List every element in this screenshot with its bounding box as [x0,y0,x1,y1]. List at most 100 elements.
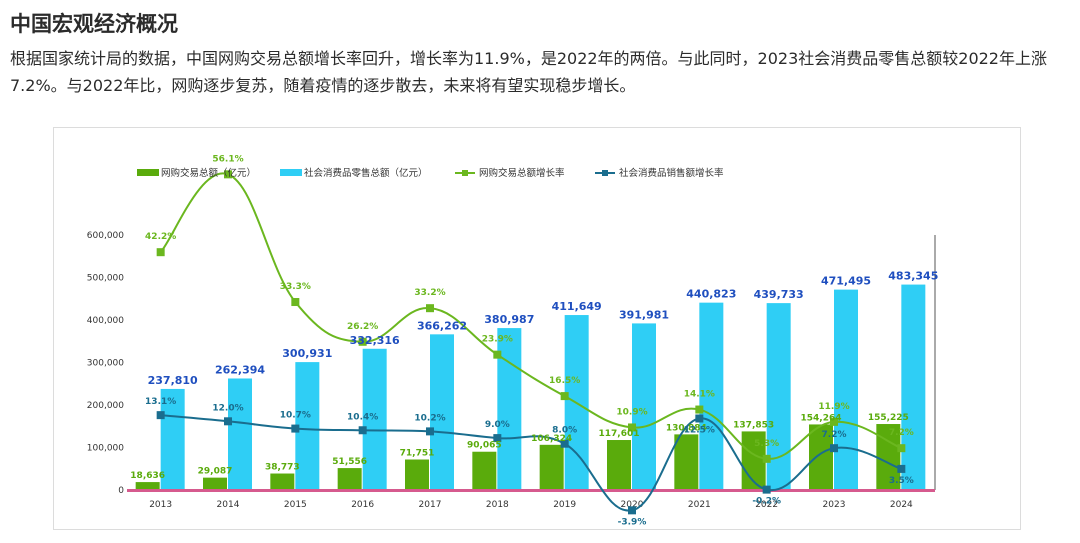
bar-social-retail [632,323,656,490]
data-label-online-growth: 42.2% [145,232,176,242]
marker-social-growth [897,464,906,473]
marker-social-growth [830,444,838,453]
data-label-social-growth: 12.5% [684,426,715,436]
marker-social-growth [695,414,704,423]
legend-label-social-retail: 社会消费品零售总额（亿元） [304,167,428,179]
bar-online-retail [405,459,429,490]
legend-swatch-social-retail [280,169,302,176]
data-label-online-retail: 137,853 [733,420,774,430]
marker-social-growth [493,434,502,443]
data-label-social-retail: 471,495 [821,275,871,288]
data-label-online-retail: 130,884 [666,423,707,433]
marker-social-growth [628,506,636,515]
marker-online-growth [897,444,906,453]
bar-online-retail [270,473,295,490]
data-label-online-retail: 106,324 [531,434,572,444]
marker-online-growth [291,298,300,307]
data-label-online-retail: 38,773 [265,463,300,473]
marker-online-growth [358,337,367,346]
data-label-social-retail: 380,987 [484,313,534,326]
combo-chart: 0 100,000 200,000 300,000 400,000 500,000 600,… [87,154,939,527]
marker-social-growth [224,417,232,426]
bar-online-retail [607,440,631,490]
data-label-online-retail: 51,556 [332,457,367,467]
data-label-social-growth: 9.0% [485,420,510,430]
marker-social-growth [358,426,367,435]
data-label-social-retail: 300,931 [282,347,332,360]
marker-online-growth [628,423,636,432]
data-label-online-retail: 71,751 [400,449,435,459]
bar-social-retail [160,388,185,490]
bar-social-retail [901,284,926,490]
x-tick-label: 2017 [419,500,442,510]
legend-swatch-online-retail [137,169,159,176]
y-tick-label: 400,000 [87,316,124,326]
bar-social-retail [834,289,858,490]
bar-online-retail [674,434,699,490]
data-label-online-growth: 33.3% [280,282,311,292]
marker-online-growth [156,248,165,257]
legend-marker-online-growth [462,170,468,176]
bar-social-retail [699,302,724,490]
bar-social-retail [362,348,387,490]
y-tick-label: 200,000 [87,401,124,411]
marker-social-growth [426,427,434,436]
marker-online-growth [830,417,838,426]
data-label-social-growth: 13.1% [145,397,176,407]
data-label-social-growth: 3.5% [889,476,914,486]
data-label-online-growth: 7.2% [889,428,914,438]
x-tick-label: 2021 [688,500,711,510]
marker-social-growth [156,411,165,420]
data-label-online-retail: 117,601 [599,429,640,439]
x-tick-label: 2019 [553,500,576,510]
marker-online-growth [695,405,704,414]
data-label-online-growth: 5.3% [754,439,779,449]
data-label-online-growth: 11.9% [818,402,849,412]
legend-label-online-growth: 网购交易总额增长率 [479,167,565,179]
legend-label-online-retail: 网购交易总额（亿元） [161,167,256,179]
y-tick-label: 100,000 [87,444,124,454]
marker-social-growth [762,485,771,494]
intro-paragraph: 根据国家统计局的数据，中国网购交易总额增长率回升，增长率为11.9%，是2022… [10,49,1047,95]
x-tick-label: 2018 [486,500,509,510]
data-label-social-growth: 10.2% [414,413,445,423]
y-tick-label: 300,000 [87,359,124,369]
data-label-online-growth: 14.1% [684,390,715,400]
data-label-social-growth: -0.2% [752,497,781,507]
bar-online-retail [203,477,227,490]
chart-frame: 0 100,000 200,000 300,000 400,000 500,000 600,… [53,127,1021,530]
data-label-social-retail: 440,823 [686,288,736,301]
y-tick-label: 500,000 [87,274,124,284]
data-label-social-retail: 332,316 [350,334,400,347]
data-label-online-retail: 154,264 [801,413,842,423]
x-tick-label: 2023 [823,500,846,510]
data-label-online-growth: 16.5% [549,376,580,386]
y-tick-label: 0 [118,486,124,496]
data-label-online-growth: 26.2% [347,322,378,332]
x-tick-label: 2024 [890,500,913,510]
data-label-social-retail: 237,810 [148,374,198,387]
x-tick-label: 2013 [149,500,172,510]
bar-online-retail [809,424,833,490]
data-label-online-growth: 10.9% [616,407,647,417]
marker-online-growth [224,170,232,179]
marker-social-growth [291,424,300,433]
marker-social-growth [560,439,569,448]
data-label-online-growth: 23.9% [482,335,513,345]
data-label-social-growth: 12.0% [212,403,243,413]
data-label-social-growth: -3.9% [618,517,647,527]
data-label-online-retail: 29,087 [198,467,233,477]
data-label-online-retail: 90,065 [467,441,502,451]
x-tick-label: 2016 [351,500,374,510]
bar-online-retail [135,482,160,490]
page-title: 中国宏观经济概况 [10,12,178,36]
bar-online-retail [472,451,497,490]
marker-online-growth [493,350,502,359]
marker-online-growth [762,454,771,463]
x-tick-label: 2014 [217,500,240,510]
x-tick-label: 2015 [284,500,307,510]
legend-marker-social-growth [602,170,608,176]
data-label-online-growth: 33.2% [414,288,445,298]
marker-online-growth [426,304,434,313]
data-label-social-growth: 8.0% [552,426,577,436]
